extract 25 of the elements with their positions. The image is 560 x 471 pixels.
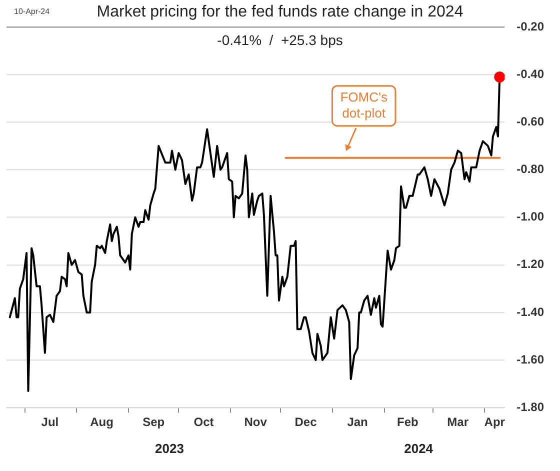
chart-subtitle: -0.41% / +25.3 bps <box>217 32 343 48</box>
text: 2024 <box>404 441 434 456</box>
x-tick-label: Jul <box>41 415 59 430</box>
text: 2023 <box>155 441 184 456</box>
x-tick-label: Oct <box>194 415 214 430</box>
x-tick-label: Sep <box>142 415 165 430</box>
x-tick-label: Dec <box>294 415 318 430</box>
y-tick-label: -1.80 <box>516 400 544 414</box>
y-tick-label: -1.60 <box>516 352 544 366</box>
x-tick-label: Mar <box>447 415 469 430</box>
chart-title: Market pricing for the fed funds rate change in 2024 <box>96 3 464 20</box>
y-tick-label: -0.60 <box>516 114 544 128</box>
x-tick-label: Nov <box>244 415 268 430</box>
x-tick-label: Jan <box>347 415 368 430</box>
annotation: FOMC's dot-plot <box>340 89 388 120</box>
text: 10-Apr-24 <box>14 7 50 16</box>
y-tick-label: -1.20 <box>516 257 544 272</box>
x-tick-label: Aug <box>90 415 114 430</box>
x-tick-label: Feb <box>397 415 418 430</box>
y-tick-label: -0.40 <box>516 66 544 81</box>
y-tick-label: -1.40 <box>516 304 544 319</box>
y-tick-label: -0.20 <box>516 19 544 34</box>
x-tick-label: Apr <box>484 415 506 430</box>
y-tick-label: -0.80 <box>516 162 544 176</box>
y-tick-label: -1.00 <box>516 210 544 224</box>
